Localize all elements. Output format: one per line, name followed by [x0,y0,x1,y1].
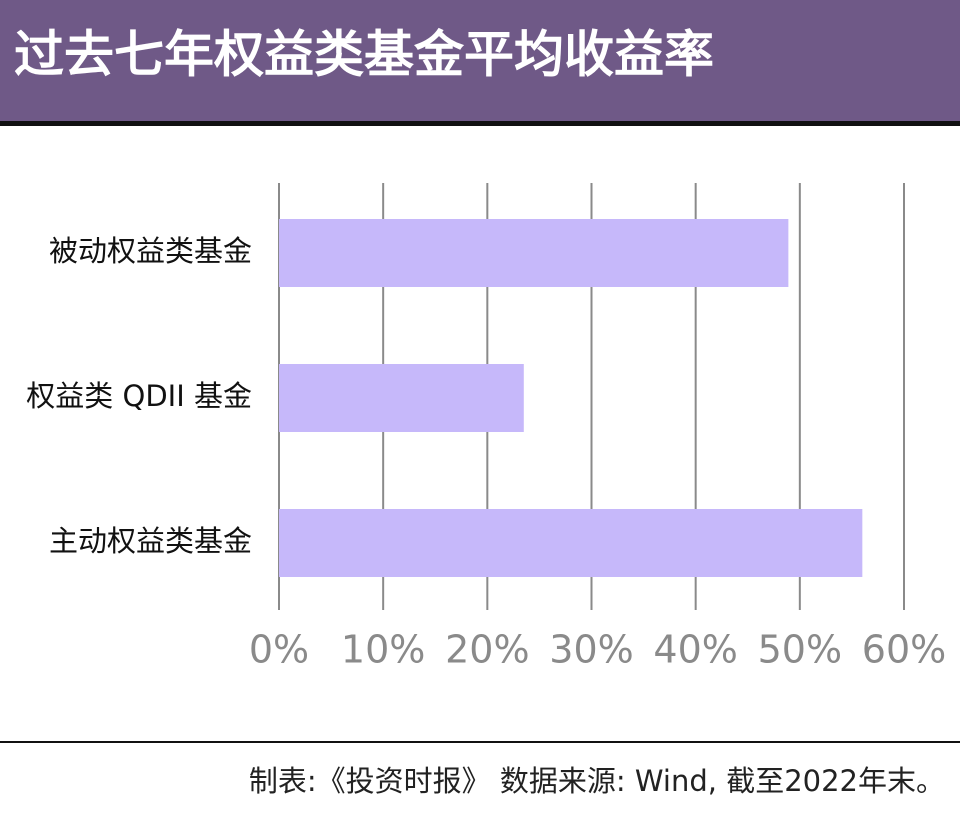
y-tick-label: 主动权益类基金 [49,524,252,558]
x-tick-label: 20% [445,628,529,672]
x-tick-label: 0% [249,628,309,672]
bar [279,509,863,577]
x-tick-label: 10% [341,628,425,672]
chart-title: 过去七年权益类基金平均收益率 [14,26,714,84]
title-rule [0,121,960,126]
source-note: 制表:《投资时报》 数据来源: Wind, 截至2022年末。 [249,764,945,798]
x-tick-label: 40% [653,628,737,672]
x-tick-label: 60% [862,628,946,672]
y-tick-label: 权益类 QDII 基金 [26,379,252,413]
bar [279,219,789,287]
title-banner [0,0,960,122]
y-tick-label: 被动权益类基金 [49,234,252,268]
bar [279,364,524,432]
x-tick-label: 30% [549,628,633,672]
x-tick-label: 50% [758,628,842,672]
